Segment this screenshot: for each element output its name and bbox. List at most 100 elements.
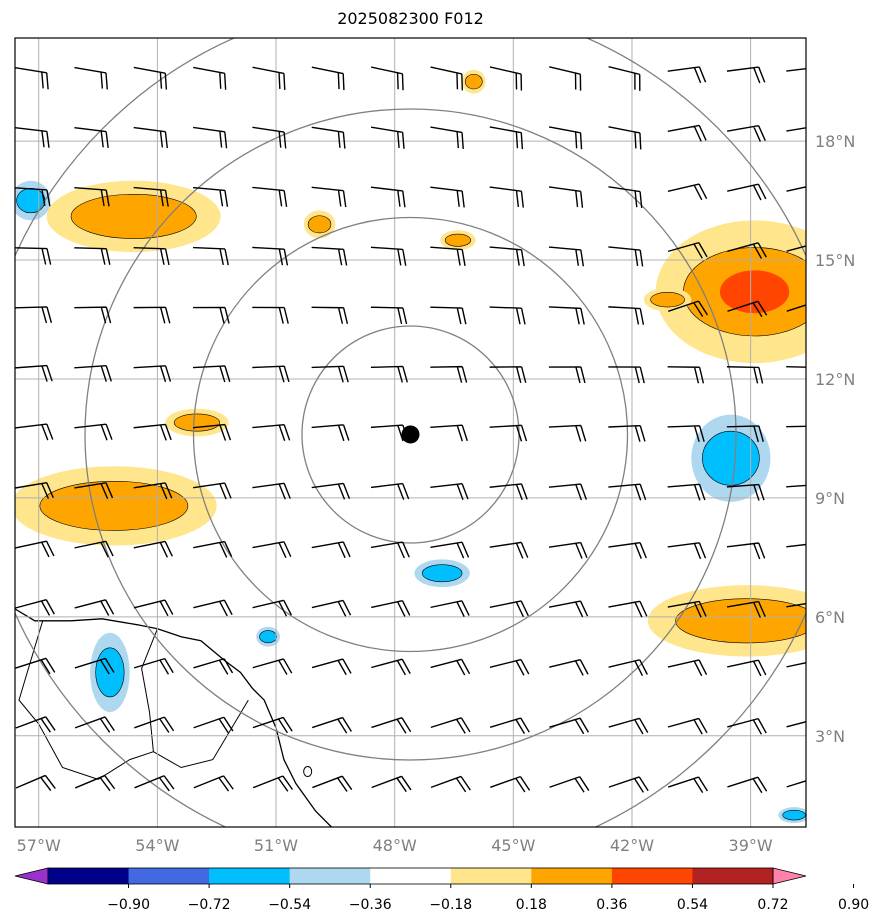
- wind-barb: [608, 424, 646, 442]
- wind-barb: [549, 717, 590, 735]
- wind-barb: [311, 365, 349, 383]
- wind-barb: [74, 187, 110, 207]
- wind-barb: [74, 774, 116, 792]
- wind-barb: [489, 366, 527, 383]
- wind-barb: [312, 775, 353, 792]
- contour-inner-negative: [782, 809, 806, 821]
- wind-barb: [430, 717, 471, 734]
- lat-tick-label: 12°N: [815, 370, 855, 389]
- wind-barb: [548, 306, 585, 325]
- wind-barb: [15, 657, 56, 675]
- wind-barb: [727, 183, 767, 201]
- wind-barb: [370, 126, 405, 149]
- wind-barb: [252, 306, 289, 324]
- colorbar-segment: [531, 868, 613, 884]
- wind-barb: [668, 300, 709, 317]
- wind-barb: [667, 776, 708, 793]
- wind-barb: [192, 186, 229, 207]
- wind-barb: [311, 186, 347, 208]
- wind-barb: [786, 125, 806, 142]
- wind-barb: [608, 483, 647, 501]
- wind-barb: [74, 657, 115, 675]
- wind-barb: [15, 187, 51, 207]
- wind-barb: [311, 246, 348, 266]
- wind-barb: [371, 717, 412, 734]
- wind-barb: [192, 246, 229, 266]
- colorbar-tick-label: −0.36: [349, 897, 392, 913]
- wind-barb: [370, 186, 406, 208]
- wind-barb: [311, 482, 351, 500]
- wind-barb: [133, 66, 168, 90]
- wind-barb: [489, 186, 525, 208]
- wind-barb: [726, 483, 765, 501]
- wind-barb: [786, 365, 806, 384]
- wind-barb: [667, 717, 708, 735]
- country-border: [18, 620, 99, 780]
- wind-barb: [667, 483, 706, 501]
- colorbar-frame: [47, 867, 774, 885]
- colorbar-segment: [209, 868, 291, 884]
- wind-barb: [311, 66, 345, 91]
- wind-barb: [727, 776, 768, 794]
- wind-barb: [608, 776, 649, 793]
- wind-barb: [786, 542, 806, 560]
- wind-barb: [15, 540, 55, 558]
- wind-barb: [549, 776, 590, 793]
- wind-barb: [15, 364, 53, 382]
- island: [303, 765, 313, 777]
- colorbar-segment: [370, 868, 452, 884]
- contour-fill-layer: [15, 69, 806, 824]
- lat-tick-label: 18°N: [815, 132, 855, 151]
- wind-barb: [726, 366, 764, 384]
- wind-barb: [430, 424, 468, 442]
- wind-barb: [608, 659, 648, 676]
- wind-barb: [786, 183, 806, 201]
- wind-barb: [192, 423, 232, 441]
- wind-barb: [667, 425, 705, 443]
- wind-barb: [193, 716, 234, 734]
- wind-barb: [252, 482, 291, 500]
- wind-barb: [667, 366, 705, 384]
- wind-barb: [549, 658, 589, 676]
- wind-barb: [15, 481, 54, 499]
- wind-barb: [252, 541, 292, 558]
- wind-barb: [430, 66, 464, 91]
- wind-barb: [430, 483, 469, 500]
- wind-barb: [252, 775, 294, 792]
- wind-barb: [430, 186, 465, 208]
- wind-barb: [252, 365, 290, 383]
- colorbar-tick-label: 0.18: [516, 897, 547, 913]
- colorbar-tick-label: 0.54: [677, 897, 708, 913]
- wind-barb: [786, 425, 806, 443]
- plot-frame: [14, 37, 807, 828]
- colorbar: −0.90 −0.72 −0.54 −0.36 −0.18 0.18 0.36 0.54 0.7…: [14, 867, 869, 913]
- wind-barb: [667, 183, 708, 201]
- lon-tick-label: 48°W: [373, 836, 417, 855]
- lat-tick-label: 6°N: [815, 608, 845, 627]
- wind-barb: [727, 300, 768, 318]
- lon-tick-label: 51°W: [254, 836, 298, 855]
- wind-barb: [15, 774, 56, 791]
- colorbar-segment: [450, 868, 532, 884]
- wind-barb: [786, 718, 806, 735]
- range-ring: [84, 108, 737, 761]
- wind-barb: [548, 483, 588, 501]
- colorbar-segment: [48, 868, 130, 884]
- colorbar-tick-label: 0.90: [838, 897, 869, 913]
- wind-barb: [15, 127, 50, 148]
- contour-inner-positive: [650, 292, 685, 308]
- wind-barb: [489, 66, 523, 91]
- wind-barb: [489, 483, 528, 501]
- wind-barb: [726, 600, 766, 618]
- wind-barb: [192, 365, 231, 383]
- wind-barb: [193, 599, 233, 617]
- wind-barb: [370, 482, 410, 500]
- wind-barb: [74, 66, 108, 90]
- lat-tick-label: 15°N: [815, 251, 855, 270]
- colorbar-segment: [692, 868, 774, 884]
- wind-barb: [489, 717, 530, 734]
- wind-barb: [786, 659, 806, 677]
- wind-barb: [252, 658, 293, 675]
- wind-barb: [489, 600, 529, 618]
